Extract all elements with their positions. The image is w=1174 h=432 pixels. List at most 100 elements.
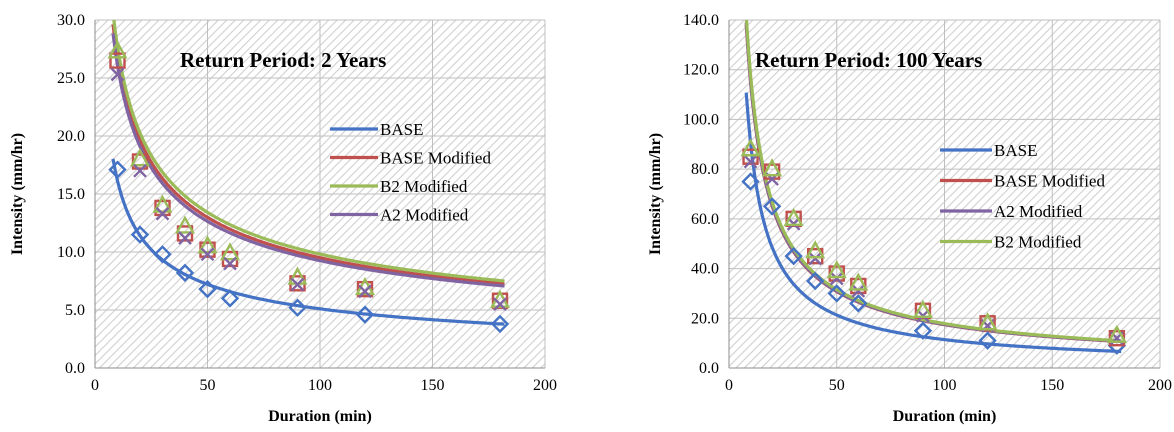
x-tick-label: 150 bbox=[421, 377, 445, 394]
data-point bbox=[1106, 324, 1127, 343]
trendline-a2-modified bbox=[111, 33, 505, 288]
data-point bbox=[805, 240, 826, 259]
y-tick-label: 80.0 bbox=[691, 161, 719, 178]
data-point bbox=[358, 284, 372, 299]
y-tick-label: 40.0 bbox=[691, 261, 719, 278]
data-point bbox=[912, 299, 933, 319]
y-tick-label: 120.0 bbox=[683, 62, 719, 79]
data-point bbox=[742, 148, 759, 165]
y-tick-label: 0.0 bbox=[699, 360, 719, 377]
trendline-base-modified bbox=[111, 24, 505, 286]
data-point bbox=[198, 279, 217, 299]
data-point bbox=[152, 194, 173, 213]
data-point bbox=[913, 321, 933, 340]
data-point bbox=[178, 231, 192, 245]
legend-item: A2 Modified bbox=[940, 202, 1083, 221]
x-tick-label: 0 bbox=[91, 377, 99, 394]
data-point bbox=[290, 277, 305, 292]
data-point bbox=[108, 160, 127, 179]
x-tick-label: 200 bbox=[1148, 377, 1172, 394]
data-point bbox=[110, 67, 125, 82]
x-tick-label: 50 bbox=[829, 377, 845, 394]
data-point bbox=[107, 40, 128, 59]
data-point bbox=[155, 206, 170, 221]
legend-item: B2 Modified bbox=[940, 233, 1082, 252]
data-point bbox=[153, 245, 172, 264]
y-tick-label: 5.0 bbox=[65, 302, 85, 319]
data-point bbox=[175, 263, 195, 283]
legend-label: BASE bbox=[994, 141, 1037, 160]
y-tick-label: 140.0 bbox=[683, 12, 719, 29]
legend-item: BASE Modified bbox=[940, 172, 1105, 191]
data-point bbox=[783, 207, 804, 227]
data-point bbox=[977, 312, 998, 331]
data-point bbox=[223, 256, 237, 271]
data-point bbox=[743, 154, 758, 169]
x-tick-label: 100 bbox=[933, 377, 957, 394]
chart-100-year: 0 50 100 150 200 0.0 20.0 40.0 60.0 80.0 100.0 120.… bbox=[647, 12, 1172, 425]
y-tick-label: 0.0 bbox=[65, 360, 85, 377]
legend: BASE BASE Modified B2 Modified A2 Modified bbox=[330, 120, 491, 225]
x-axis-label: Duration (min) bbox=[893, 408, 997, 425]
data-point bbox=[741, 172, 760, 191]
legend-label: A2 Modified bbox=[380, 206, 469, 225]
trendline-base bbox=[744, 92, 1122, 354]
trendline-b2-modified bbox=[744, 20, 1122, 343]
x-axis-label: Duration (min) bbox=[268, 408, 372, 425]
legend: BASE BASE Modified A2 Modified B2 Modified bbox=[940, 141, 1105, 252]
y-tick-label: 10.0 bbox=[57, 244, 85, 261]
legend-label: BASE Modified bbox=[994, 172, 1105, 191]
y-tick-label: 20.0 bbox=[57, 128, 85, 145]
y-tick-label: 15.0 bbox=[57, 186, 85, 203]
x-tick-label: 100 bbox=[308, 377, 332, 394]
data-point bbox=[129, 148, 151, 167]
data-point bbox=[848, 272, 869, 291]
chart-2-year: 0 50 100 150 200 0.0 5.0 10.0 15.0 20.0 25.0 30.0 Du… bbox=[9, 12, 557, 425]
y-tick-label: 60.0 bbox=[691, 211, 719, 228]
x-tick-label: 200 bbox=[533, 377, 557, 394]
legend-item: BASE bbox=[330, 120, 423, 139]
chart-title: Return Period: 2 Years bbox=[180, 48, 386, 72]
data-point bbox=[784, 246, 803, 266]
data-point bbox=[288, 298, 307, 317]
data-point bbox=[762, 197, 782, 216]
data-point bbox=[490, 314, 510, 334]
legend-label: B2 Modified bbox=[994, 233, 1082, 252]
legend-label: B2 Modified bbox=[380, 177, 468, 196]
legend-item: A2 Modified bbox=[330, 206, 469, 225]
legend-label: A2 Modified bbox=[994, 202, 1083, 221]
data-point bbox=[851, 284, 866, 298]
legend-item: BASE Modified bbox=[330, 149, 491, 168]
data-point bbox=[827, 284, 846, 303]
series-layer bbox=[740, 20, 1127, 355]
data-point bbox=[355, 305, 375, 324]
data-point bbox=[174, 215, 196, 234]
data-point bbox=[220, 289, 240, 308]
trendline-b2-modified bbox=[112, 20, 505, 283]
y-axis-label: Intensity (mm/hr) bbox=[9, 133, 26, 255]
chart-title: Return Period: 100 Years bbox=[755, 48, 982, 72]
data-point bbox=[829, 271, 844, 286]
x-tick-label: 0 bbox=[725, 377, 733, 394]
y-tick-label: 30.0 bbox=[57, 12, 85, 29]
legend-label: BASE Modified bbox=[380, 149, 491, 168]
x-tick-label: 50 bbox=[200, 377, 216, 394]
y-tick-label: 100.0 bbox=[683, 111, 719, 128]
data-point bbox=[762, 158, 783, 177]
legend-item: BASE bbox=[940, 141, 1037, 160]
data-point bbox=[197, 235, 218, 254]
series-layer bbox=[107, 20, 511, 334]
data-point bbox=[356, 280, 374, 298]
data-point bbox=[806, 271, 825, 291]
data-point bbox=[808, 251, 823, 266]
y-axis-label: Intensity (mm/hr) bbox=[647, 133, 664, 255]
data-point bbox=[133, 163, 147, 178]
y-tick-label: 20.0 bbox=[691, 310, 719, 327]
data-point bbox=[219, 242, 241, 261]
legend-item: B2 Modified bbox=[330, 177, 468, 196]
data-point bbox=[826, 260, 847, 279]
legend-label: BASE bbox=[380, 120, 423, 139]
data-point bbox=[130, 225, 150, 244]
data-point bbox=[200, 247, 215, 262]
